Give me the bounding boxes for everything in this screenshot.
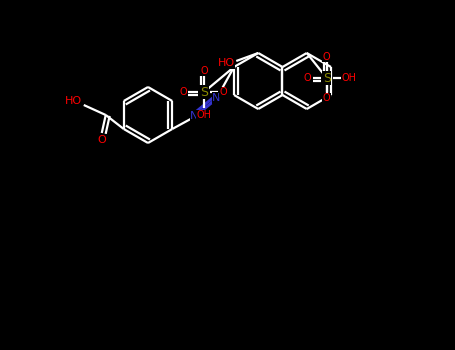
Text: O: O <box>179 87 187 97</box>
Text: O: O <box>97 135 106 145</box>
Text: OH: OH <box>341 73 356 83</box>
Text: S: S <box>323 71 331 84</box>
Text: HO: HO <box>217 58 235 68</box>
Text: O: O <box>323 93 331 103</box>
Text: O: O <box>323 52 331 62</box>
Text: N: N <box>190 111 198 121</box>
Text: S: S <box>200 85 208 98</box>
Text: N: N <box>212 93 220 103</box>
Text: OH: OH <box>197 110 212 120</box>
Text: O: O <box>304 73 312 83</box>
Text: O: O <box>219 87 227 97</box>
Text: O: O <box>200 66 208 76</box>
Text: HO: HO <box>65 96 82 106</box>
